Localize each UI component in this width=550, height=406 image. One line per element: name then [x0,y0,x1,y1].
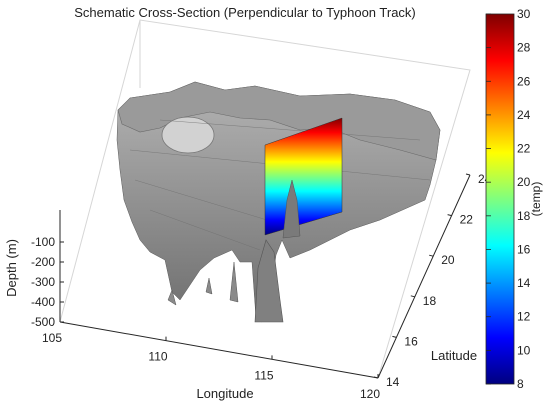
y-tick-mark [373,376,379,379]
x-tick-label: 120 [360,387,380,401]
chart-title: Schematic Cross-Section (Perpendicular t… [74,5,416,20]
colorbar-tick-label: 14 [517,276,531,290]
colorbar-tick-label: 30 [517,7,531,21]
cross-section-seamount-cut [282,179,301,239]
y-tick-label: 20 [441,253,455,267]
x-tick-label: 105 [42,331,62,345]
longitude-ticks: 105 110 115 120 [42,318,380,401]
z-tick-label: -200 [31,255,55,269]
colorbar-tick-label: 22 [517,142,531,156]
colorbar-tick-label: 26 [517,74,531,88]
x-tick-label: 115 [254,368,273,382]
z-tick-label: -300 [31,275,55,289]
colorbar-tick-label: 28 [517,41,531,55]
back-box-edges [59,19,471,379]
bathymetry-basin [161,116,215,154]
x-tick-label: 110 [148,350,167,364]
depth-ticks: -100 -200 -300 -400 -500 [31,235,64,329]
y-tick-mark [465,173,471,176]
bathymetry-seamount [254,239,284,323]
y-tick-label: 18 [423,294,437,308]
y-tick-mark [392,335,397,338]
z-tick-label: -400 [31,295,55,309]
y-tick-label: 14 [386,375,400,389]
colorbar-label: (temp) [529,182,543,217]
y-tick-mark [429,254,434,257]
colorbar-ticks: 30 28 26 24 22 20 18 16 14 12 10 8 [486,7,531,391]
temperature-cross-section [264,117,343,236]
y-tick-label: 16 [404,334,418,348]
colorbar-tick-label: 16 [517,242,531,256]
latitude-axis-line [377,174,471,379]
colorbar-tick-label: 10 [517,343,531,357]
colorbar-tick-label: 18 [517,209,531,223]
longitude-axis-line [59,321,379,379]
y-tick-mark [410,295,415,298]
axes-box [59,19,471,379]
z-axis-label: Depth (m) [4,239,19,297]
colorbar-tick-label: 12 [517,310,531,324]
z-tick-label: -100 [31,235,55,249]
colorbar-tick-label: 8 [517,377,524,391]
y-tick-mark [447,214,452,217]
y-tick-label: 22 [460,213,474,227]
colorbar [485,13,515,385]
bathymetry-spikes [167,149,333,306]
z-tick-label: -500 [31,315,55,329]
colorbar-tick-label: 24 [517,108,531,122]
colorbar-tick-label: 20 [517,175,531,189]
y-axis-label: Latitude [431,348,477,363]
x-axis-label: Longitude [196,386,253,401]
